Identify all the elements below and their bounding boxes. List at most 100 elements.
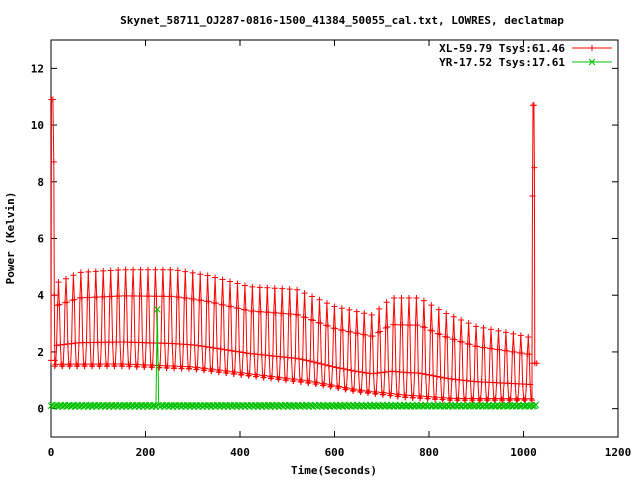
series-xl-point: [104, 361, 111, 368]
series-xl-point: [280, 310, 287, 317]
series-xl-point: [302, 314, 309, 321]
series-xl-point: [525, 333, 532, 340]
y-tick-label: 4: [37, 289, 44, 302]
series-xl-point: [257, 308, 264, 315]
series-xl-point: [511, 349, 518, 356]
series-xl-point: [198, 297, 205, 304]
series-xl-point: [75, 361, 82, 368]
series-xl-point: [436, 331, 443, 338]
series-xl-point: [231, 369, 238, 376]
series-xl-point: [301, 290, 308, 297]
series-xl-point: [343, 384, 350, 391]
series-layer: [47, 96, 540, 411]
series-xl-point: [256, 284, 263, 291]
series-xl-point: [240, 349, 247, 356]
series-xl-point: [355, 368, 362, 375]
series-xl-point: [518, 350, 525, 357]
series-xl-point: [499, 397, 506, 404]
series-yr-point: [153, 306, 161, 313]
series-xl-point: [388, 390, 395, 397]
series-xl-point: [295, 311, 302, 318]
series-xl-point: [430, 372, 437, 379]
x-tick-label: 1000: [510, 446, 537, 459]
series-xl-point: [242, 307, 249, 314]
series-xl-point: [295, 355, 302, 362]
series-xl-point: [413, 295, 420, 302]
series-xl-point: [213, 345, 220, 352]
series-xl-point: [159, 266, 166, 273]
series-xl-point: [78, 294, 85, 301]
series-xl-point: [481, 344, 488, 351]
series-xl-point: [346, 306, 353, 313]
series-xl-point: [383, 299, 390, 306]
series-xl-point: [533, 360, 540, 367]
series-xl-point: [515, 395, 522, 402]
series-xl-point: [480, 324, 487, 331]
series-xl-point: [145, 293, 152, 300]
series-xl-point: [321, 380, 328, 387]
series-xl-point: [55, 279, 62, 286]
series-xl-point: [492, 395, 499, 402]
series-xl-point: [418, 393, 425, 400]
series-xl-point: [506, 397, 513, 404]
series-xl-point: [241, 282, 248, 289]
series-xl-point: [336, 383, 343, 390]
series-xl-point: [276, 374, 283, 381]
x-tick-label: 0: [48, 446, 55, 459]
series-xl-point: [209, 366, 216, 373]
legend-marker-yr: [588, 58, 596, 66]
series-xl-point: [137, 266, 144, 273]
series-xl-point: [82, 361, 89, 368]
series-xl-point: [115, 266, 122, 273]
series-xl-point: [142, 361, 149, 368]
series-xl-point: [279, 285, 286, 292]
series-xl-point: [164, 362, 171, 369]
series-xl-point: [174, 267, 181, 274]
series-xl-point: [306, 378, 313, 385]
series-xl-point: [160, 293, 167, 300]
series-xl-point: [507, 395, 514, 402]
series-xl-point: [435, 306, 442, 313]
series-xl-point: [227, 303, 234, 310]
series-xl-point: [261, 372, 268, 379]
series-xl-point: [152, 266, 159, 273]
series-xl-point: [510, 330, 517, 337]
legend-label-yr: YR-17.52 Tsys:17.61: [439, 56, 565, 69]
axis-ticks: 0 200 400 600 800 1000 1200 0 2 4 6 8 10 12: [31, 40, 631, 459]
x-tick-label: 400: [230, 446, 250, 459]
series-xl-point: [405, 295, 412, 302]
series-xl-point: [370, 370, 377, 377]
series-xl-point: [286, 286, 293, 293]
series-xl-point: [313, 379, 320, 386]
series-xl-point: [502, 329, 509, 336]
series-xl-point: [149, 362, 156, 369]
series-xl-point: [425, 393, 432, 400]
series-xl-point: [243, 350, 250, 357]
series-xl-point: [465, 320, 472, 327]
series-xl-point: [235, 305, 242, 312]
series-xl-point: [183, 295, 190, 302]
series-xl-point: [399, 321, 406, 328]
series-xl-point: [363, 369, 370, 376]
series-xl-point: [339, 327, 346, 334]
series-xl-point: [107, 267, 114, 274]
series-xl-point: [374, 370, 381, 377]
series-xl-point: [336, 365, 343, 372]
series-xl-point: [182, 268, 189, 275]
series-xl-point: [381, 369, 388, 376]
series-xl-point: [358, 387, 365, 394]
series-xl-point: [495, 327, 502, 334]
series-xl-point: [419, 370, 426, 377]
series-xl-point: [216, 367, 223, 374]
series-xl-point: [131, 292, 138, 299]
x-tick-label: 200: [136, 446, 156, 459]
series-xl-point: [299, 356, 306, 363]
series-xl-point: [440, 394, 447, 401]
series-xl-point: [373, 389, 380, 396]
series-xl-point: [234, 280, 241, 287]
series-xl-point: [361, 310, 368, 317]
y-tick-label: 10: [31, 119, 44, 132]
series-xl-point: [531, 164, 538, 171]
series-xl-point: [376, 305, 383, 312]
series-xl-point: [172, 363, 179, 370]
